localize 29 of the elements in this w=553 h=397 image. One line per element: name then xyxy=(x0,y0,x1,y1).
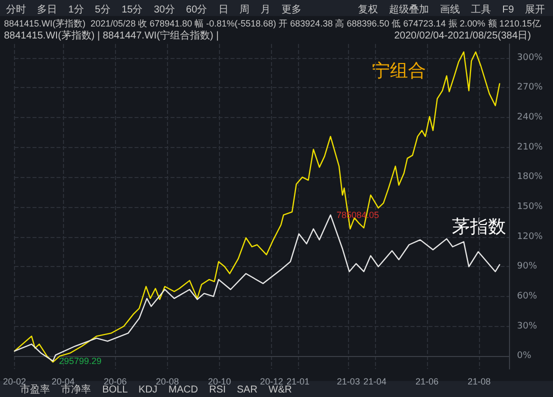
text: 2020/02/04-2021/08/25(384日) xyxy=(394,30,532,42)
x-tick-label: 21-03 xyxy=(336,376,360,386)
x-tick-label: 21-01 xyxy=(286,376,310,386)
y-tick-label: 270% xyxy=(517,82,544,93)
y-tick-label: 180% xyxy=(517,172,544,182)
x-tick-label: 21-06 xyxy=(415,376,439,386)
series-label: 宁组合 xyxy=(372,60,426,82)
x-tick-label: 21-08 xyxy=(468,376,491,386)
x-tick-label: 20-12 xyxy=(260,376,284,386)
y-tick-label: 30% xyxy=(517,321,538,332)
y-tick-label: 240% xyxy=(517,112,544,123)
y-tick-label: 120% xyxy=(517,232,544,242)
text: 8841415.WI(茅指数) | 8841447.WI(宁组合指数) | xyxy=(4,30,219,42)
text: 分时 多日 1分 5分 15分 30分 60分 日 周 月 更多 xyxy=(6,4,302,16)
x-tick-label: 20-10 xyxy=(208,376,231,386)
y-tick-label: 210% xyxy=(517,142,544,152)
x-tick-label: 20-04 xyxy=(52,376,75,386)
y-tick-label: 300% xyxy=(517,52,544,63)
text: 复权 超级叠加 画线 工具 F9 展开 xyxy=(358,4,546,16)
y-tick-label: 60% xyxy=(517,291,538,302)
y-tick-label: 0% xyxy=(517,351,532,362)
text: 8841415.WI(茅指数) 2021/05/28 收 678941.80 幅 -0.81%(-5518.68) 开 683924.38 高 688396.50 低 674723.14 振 2.00% 额 1210.15亿 xyxy=(4,18,541,28)
x-tick-label: 21-04 xyxy=(363,376,386,386)
x-tick-label: 20-08 xyxy=(156,376,179,386)
text: 市盈率 市净率 BOLL KDJ MACD RSI SAR W&R xyxy=(20,384,292,396)
y-tick-label: 150% xyxy=(517,202,544,212)
annotation: 295799.29 xyxy=(58,356,102,366)
y-tick-label: 90% xyxy=(517,262,538,272)
x-tick-label: 20-06 xyxy=(104,376,127,386)
